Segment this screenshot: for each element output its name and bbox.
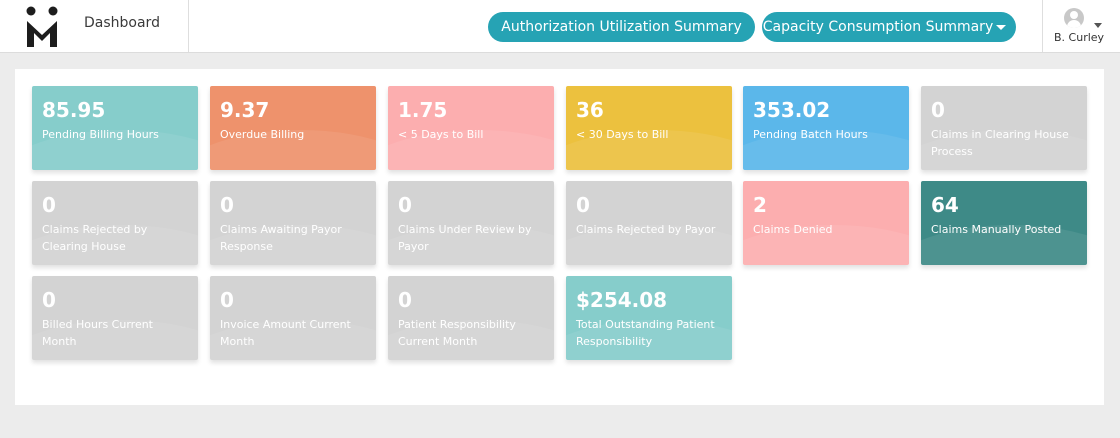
card-claims-in-clearing-house-process[interactable]: 0 Claims in Clearing House Process — [921, 86, 1087, 170]
authorization-utilization-summary-button[interactable]: Authorization Utilization Summary — [488, 12, 755, 42]
card-less-than-30-days-to-bill[interactable]: 36 < 30 Days to Bill — [566, 86, 732, 170]
card-value: 0 — [42, 193, 56, 217]
card-label: Total Outstanding Patient Responsibility — [576, 318, 715, 348]
card-label: Billed Hours Current Month — [42, 318, 153, 348]
card-invoice-amount-current-month[interactable]: 0 Invoice Amount Current Month — [210, 276, 376, 360]
card-claims-rejected-by-clearing-house[interactable]: 0 Claims Rejected by Clearing House — [32, 181, 198, 265]
card-label: Patient Responsibility Current Month — [398, 318, 516, 348]
card-less-than-5-days-to-bill[interactable]: 1.75 < 5 Days to Bill — [388, 86, 554, 170]
dashboard-panel: 85.95 Pending Billing Hours 9.37 Overdue… — [15, 69, 1104, 405]
card-value: 0 — [220, 288, 234, 312]
capacity-consumption-summary-label: Capacity Consumption Summary — [762, 19, 994, 35]
card-claims-awaiting-payor-response[interactable]: 0 Claims Awaiting Payor Response — [210, 181, 376, 265]
card-pending-batch-hours[interactable]: 353.02 Pending Batch Hours — [743, 86, 909, 170]
card-claims-under-review-by-payor[interactable]: 0 Claims Under Review by Payor — [388, 181, 554, 265]
capacity-consumption-summary-button[interactable]: Capacity Consumption Summary — [762, 12, 1016, 42]
card-label: < 5 Days to Bill — [398, 128, 484, 141]
card-label: Invoice Amount Current Month — [220, 318, 351, 348]
card-patient-responsibility-current-month[interactable]: 0 Patient Responsibility Current Month — [388, 276, 554, 360]
card-value: $254.08 — [576, 288, 668, 312]
card-label: Claims Under Review by Payor — [398, 223, 532, 253]
card-value: 0 — [931, 98, 945, 122]
card-label: Pending Batch Hours — [753, 128, 868, 141]
user-menu[interactable]: B. Curley — [1042, 0, 1120, 52]
card-claims-rejected-by-payor[interactable]: 0 Claims Rejected by Payor — [566, 181, 732, 265]
card-label: Overdue Billing — [220, 128, 305, 141]
card-claims-manually-posted[interactable]: 64 Claims Manually Posted — [921, 181, 1087, 265]
authorization-utilization-summary-label: Authorization Utilization Summary — [501, 19, 742, 35]
card-value: 64 — [931, 193, 959, 217]
card-value: 85.95 — [42, 98, 106, 122]
card-label: Claims in Clearing House Process — [931, 128, 1069, 158]
card-total-outstanding-patient-responsibility[interactable]: $254.08 Total Outstanding Patient Respon… — [566, 276, 732, 360]
card-value: 2 — [753, 193, 767, 217]
logo-area: Dashboard — [0, 0, 189, 52]
app-logo[interactable] — [24, 5, 60, 49]
card-value: 0 — [398, 288, 412, 312]
card-label: Claims Denied — [753, 223, 833, 236]
card-claims-denied[interactable]: 2 Claims Denied — [743, 181, 909, 265]
card-pending-billing-hours[interactable]: 85.95 Pending Billing Hours — [32, 86, 198, 170]
chevron-down-icon — [1094, 23, 1102, 28]
card-value: 0 — [220, 193, 234, 217]
card-label: Claims Awaiting Payor Response — [220, 223, 342, 253]
chevron-down-icon — [996, 25, 1006, 30]
card-value: 36 — [576, 98, 604, 122]
card-label: Claims Rejected by Clearing House — [42, 223, 148, 253]
card-value: 9.37 — [220, 98, 270, 122]
card-value: 0 — [398, 193, 412, 217]
card-value: 353.02 — [753, 98, 831, 122]
top-bar: Dashboard Authorization Utilization Summ… — [0, 0, 1120, 53]
card-billed-hours-current-month[interactable]: 0 Billed Hours Current Month — [32, 276, 198, 360]
card-label: Claims Rejected by Payor — [576, 223, 716, 236]
card-label: Pending Billing Hours — [42, 128, 159, 141]
card-label: Claims Manually Posted — [931, 223, 1062, 236]
card-value: 0 — [576, 193, 590, 217]
card-overdue-billing[interactable]: 9.37 Overdue Billing — [210, 86, 376, 170]
card-value: 0 — [42, 288, 56, 312]
card-label: < 30 Days to Bill — [576, 128, 669, 141]
page-title: Dashboard — [84, 15, 160, 31]
card-value: 1.75 — [398, 98, 448, 122]
user-name: B. Curley — [1054, 31, 1105, 44]
avatar-icon — [1064, 8, 1084, 28]
